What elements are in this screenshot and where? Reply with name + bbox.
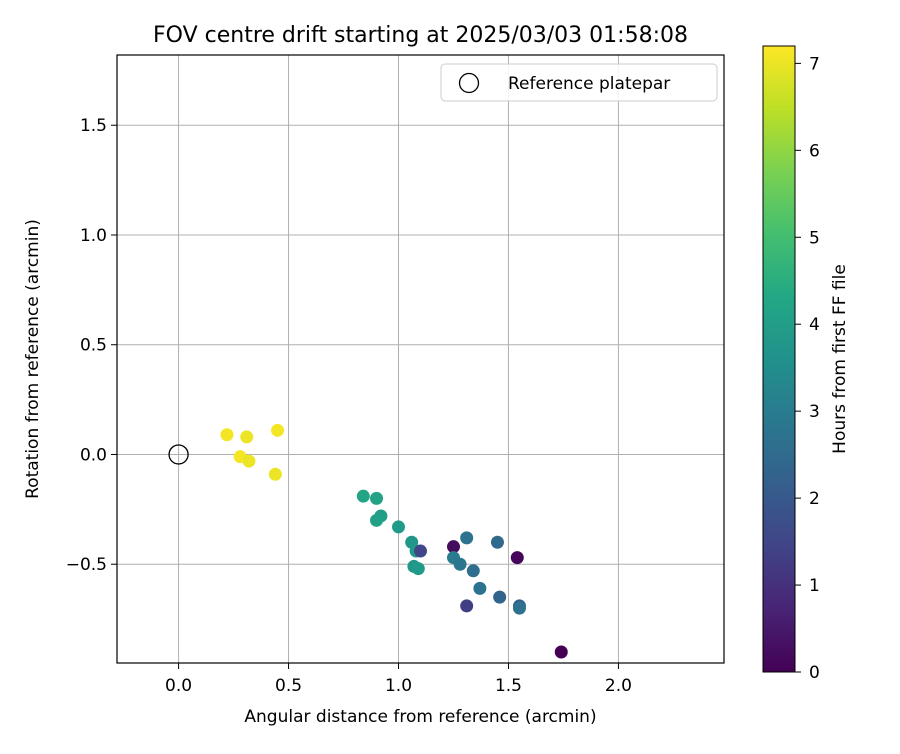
scatter-point (268, 467, 282, 481)
y-tick-label: 0.5 (80, 336, 107, 356)
y-axis-ticks: −0.5 0.0 0.5 1.0 1.5 (66, 116, 117, 575)
colorbar-gradient (762, 45, 796, 673)
chart-title: FOV centre drift starting at 2025/03/03 … (153, 23, 688, 48)
scatter-point (460, 531, 474, 545)
legend-marker (458, 72, 480, 94)
x-tick-label: 1.5 (495, 676, 522, 696)
x-tick-label: 1.0 (385, 676, 412, 696)
colorbar-tick-label: 6 (809, 141, 820, 161)
scatter-point (493, 590, 507, 604)
colorbar-tick-label: 7 (809, 54, 820, 74)
scatter-point (510, 551, 524, 565)
y-tick-label: 1.5 (80, 116, 107, 136)
colorbar-ticks: 0 1 2 3 4 5 6 7 (795, 54, 820, 683)
colorbar-tick-label: 0 (809, 663, 820, 683)
y-tick-label: 0.0 (80, 445, 107, 465)
scatter-point (466, 564, 480, 578)
y-tick-label: −0.5 (66, 555, 107, 575)
scatter-point (356, 489, 370, 503)
data-points (168, 423, 568, 659)
scatter-point (490, 535, 504, 549)
scatter-point (554, 645, 568, 659)
colorbar-tick-label: 2 (809, 489, 820, 509)
colorbar-tick-label: 4 (809, 315, 820, 335)
x-axis-ticks: 0.0 0.5 1.0 1.5 2.0 (165, 663, 632, 696)
scatter-point (411, 562, 425, 576)
x-tick-label: 2.0 (605, 676, 632, 696)
scatter-point (220, 428, 234, 442)
scatter-point (370, 513, 384, 527)
x-axis-label: Angular distance from reference (arcmin) (244, 707, 596, 727)
colorbar-tick-label: 5 (809, 228, 820, 248)
scatter-point (271, 423, 285, 437)
scatter-point (446, 540, 460, 554)
legend-box (440, 63, 718, 102)
reference-platepar-marker (168, 444, 189, 465)
y-axis-label: Rotation from reference (arcmin) (23, 219, 43, 499)
scatter-point (414, 544, 427, 558)
legend: Reference platepar (440, 63, 718, 102)
x-tick-label: 0.5 (275, 676, 302, 696)
colorbar-label: Hours from first FF file (830, 264, 850, 454)
x-tick-label: 0.0 (165, 676, 192, 696)
colorbar-tick-label: 3 (809, 402, 820, 422)
scatter-point (473, 581, 487, 595)
scatter-point (453, 557, 467, 571)
colorbar-tick-label: 1 (809, 576, 820, 596)
scatter-point (512, 601, 526, 615)
plot-frame (116, 54, 725, 664)
scatter-point (370, 491, 384, 505)
y-tick-label: 1.0 (80, 226, 107, 246)
scatter-point (460, 599, 474, 613)
scatter-point (240, 430, 254, 444)
scatter-point (392, 520, 406, 534)
scatter-point (242, 454, 256, 468)
legend-entry-reference-platepar: Reference platepar (508, 74, 670, 94)
colorbar: 0 1 2 3 4 5 6 7 Hours from first FF file (762, 45, 850, 683)
